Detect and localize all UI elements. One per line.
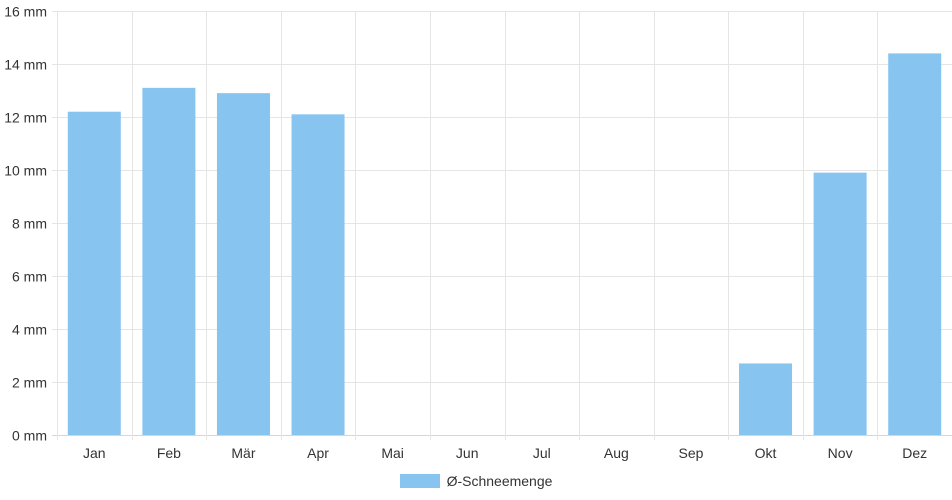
bar-okt[interactable] (739, 363, 793, 435)
grid (52, 11, 952, 440)
bar-apr[interactable] (291, 114, 345, 435)
bar-jan[interactable] (67, 111, 121, 435)
y-tick-label: 16 mm (4, 4, 47, 20)
y-tick-label: 4 mm (12, 322, 47, 338)
legend-label: Ø-Schneemenge (446, 473, 553, 489)
y-tick-label: 10 mm (4, 163, 47, 179)
x-tick-label: Sep (678, 445, 703, 461)
y-tick-label: 0 mm (12, 428, 47, 444)
bar-chart: 0 mm 2 mm 4 mm 6 mm 8 mm 10 mm 12 mm 14 mm 16 mm… (4, 4, 952, 461)
legend[interactable]: Ø-Schneemenge (0, 473, 952, 489)
bars (67, 53, 942, 436)
x-tick-label: Mär (231, 445, 255, 461)
x-tick-label: Jun (456, 445, 479, 461)
x-tick-label: Mai (381, 445, 404, 461)
x-tick-label: Dez (902, 445, 927, 461)
x-tick-label: Jan (83, 445, 106, 461)
x-axis: Jan Feb Mär Apr Mai Jun Jul Aug Sep Okt Nov Dez (83, 445, 927, 461)
y-tick-label: 14 mm (4, 57, 47, 73)
y-axis: 0 mm 2 mm 4 mm 6 mm 8 mm 10 mm 12 mm 14 mm 16 mm (4, 4, 47, 444)
x-tick-label: Nov (828, 445, 853, 461)
y-tick-label: 6 mm (12, 269, 47, 285)
x-tick-label: Apr (307, 445, 329, 461)
bar-dez[interactable] (888, 53, 942, 436)
legend-swatch (399, 474, 440, 488)
bar-feb[interactable] (142, 87, 196, 435)
bar-mär[interactable] (216, 93, 270, 436)
x-tick-label: Feb (157, 445, 181, 461)
y-tick-label: 8 mm (12, 216, 47, 232)
x-tick-label: Okt (755, 445, 777, 461)
y-tick-label: 12 mm (4, 110, 47, 126)
x-tick-label: Aug (604, 445, 629, 461)
x-tick-label: Jul (533, 445, 551, 461)
y-tick-label: 2 mm (12, 375, 47, 391)
bar-nov[interactable] (813, 172, 867, 435)
